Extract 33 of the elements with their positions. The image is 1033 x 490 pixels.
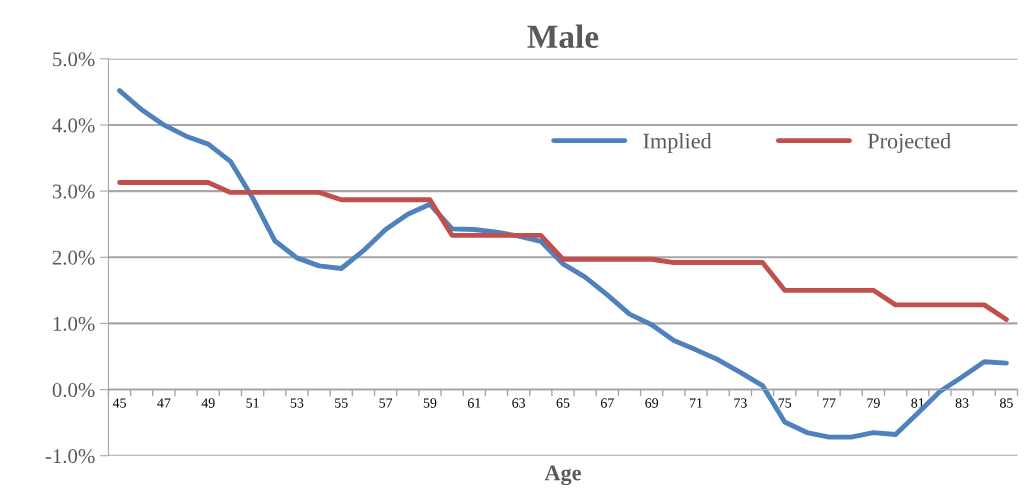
y-tick-label: 3.0% xyxy=(52,184,95,199)
legend-label: Projected xyxy=(867,132,951,154)
y-tick-label: 0.0% xyxy=(52,382,95,398)
legend-label: Implied xyxy=(643,132,712,154)
x-tick-label: 53 xyxy=(290,398,304,408)
x-tick-label: 85 xyxy=(1000,398,1013,408)
y-tick-label: 5.0% xyxy=(53,52,95,67)
y-tick-label: 4.0% xyxy=(52,118,95,133)
line-series xyxy=(117,180,1009,322)
x-tick-label: 63 xyxy=(512,398,526,408)
x-tick-label: 45 xyxy=(112,398,126,408)
x-tick-label: 67 xyxy=(600,398,614,408)
x-tick-label: 75 xyxy=(778,398,792,408)
x-tick-label: 79 xyxy=(867,398,880,408)
x-tick-label: 59 xyxy=(423,398,437,408)
x-tick-label: 71 xyxy=(689,398,703,408)
x-tick-label: 77 xyxy=(823,398,836,408)
x-tick-label: 73 xyxy=(734,398,747,408)
x-axis-title: Age xyxy=(544,465,581,486)
x-tick-label: 51 xyxy=(246,398,259,408)
y-tick-label: -1.0% xyxy=(45,449,95,464)
x-tick-label: 83 xyxy=(955,398,969,408)
y-tick-label: 1.0% xyxy=(53,316,95,331)
x-tick-label: 55 xyxy=(335,398,348,408)
x-tick-label: 65 xyxy=(556,398,570,408)
x-tick-label: 49 xyxy=(201,398,215,408)
x-tick-label: 57 xyxy=(379,398,393,408)
x-tick-label: 69 xyxy=(645,398,659,408)
x-tick-label: 47 xyxy=(157,398,171,408)
y-tick-label: 2.0% xyxy=(52,250,95,265)
chart-title: Male xyxy=(527,24,599,49)
x-tick-label: 61 xyxy=(467,398,481,408)
x-tick-label: 81 xyxy=(911,398,924,408)
